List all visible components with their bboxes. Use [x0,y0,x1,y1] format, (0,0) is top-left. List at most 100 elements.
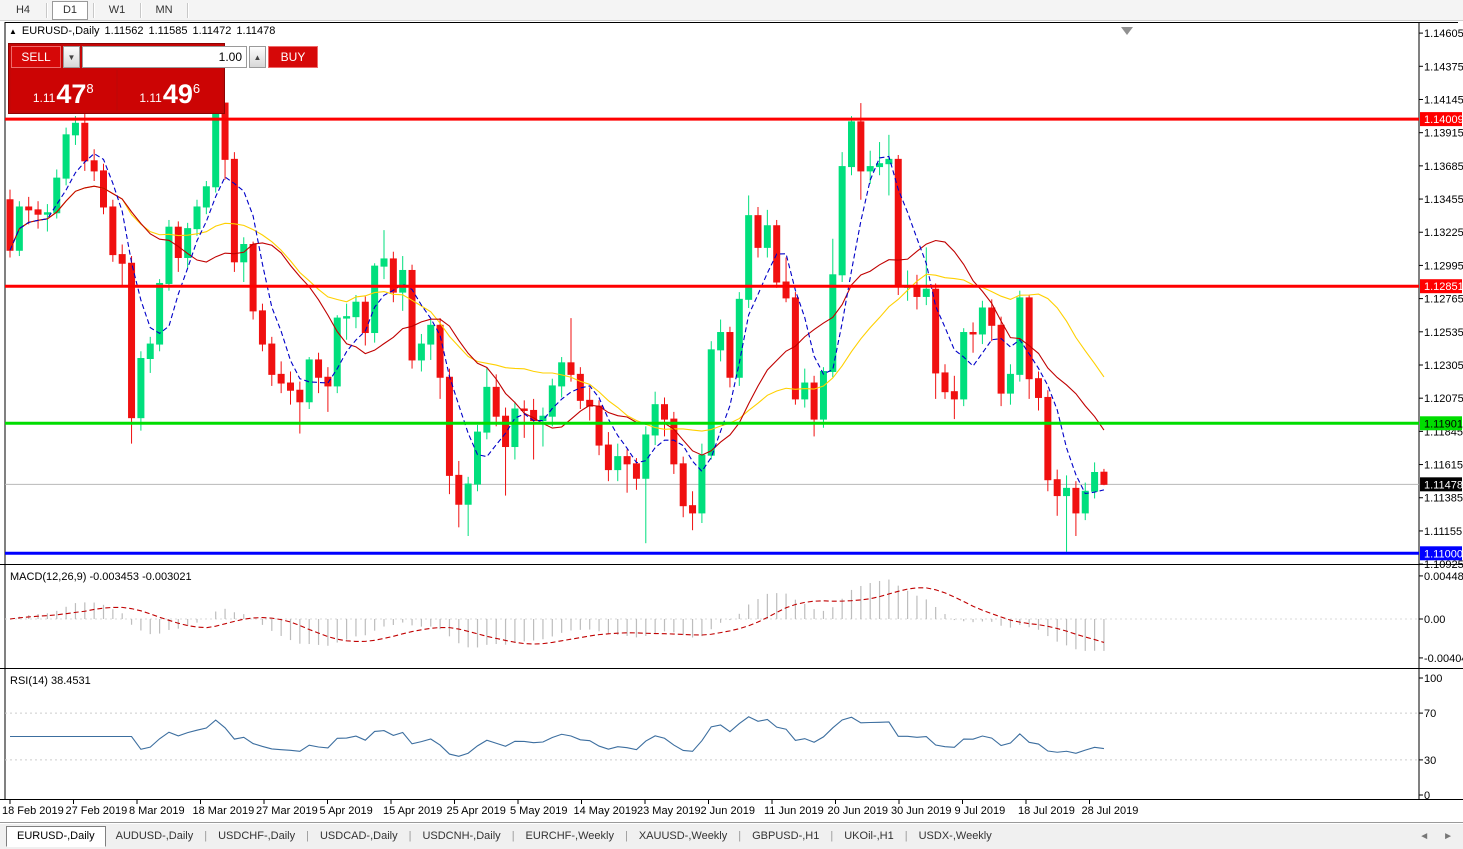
bar-low-value: 1.11472 [192,25,232,37]
candle-body [156,282,164,345]
candle-body [165,226,173,284]
chart-tab-usdcad[interactable]: USDCAD-,Daily [319,830,398,842]
collapse-triangle-icon[interactable]: ▲ [9,26,17,36]
price-tag-label: 1.11478 [1424,479,1463,491]
price-tick-label: 1.13225 [1424,227,1463,239]
time-tick-label: 18 Mar 2019 [193,805,255,817]
candle-body [595,405,603,446]
time-tick-label: 9 Jul 2019 [955,805,1006,817]
candle-body [249,244,257,312]
candle-body [230,158,238,263]
candle-body [997,324,1005,394]
candle-body [782,281,790,299]
candle-body [819,370,827,420]
candle-body [53,177,61,214]
toolbar-separator [93,2,94,18]
timeframe-button-mn[interactable]: MN [155,4,173,16]
chart-tab-xauusd[interactable]: XAUUSD-,Weekly [638,830,728,842]
candle-body [829,274,837,372]
price-tick-label: 1.14605 [1424,28,1463,40]
candle-body [586,399,594,407]
chart-tab-ukoil[interactable]: UKOil-,H1 [844,830,894,842]
sell-button[interactable]: SELL [11,46,61,68]
buy-price-tile[interactable]: 1.11 49 6 [117,70,222,111]
volume-input[interactable] [82,46,247,68]
macd-signal-line [9,587,1105,645]
chart-area[interactable]: 1.14605 1.14375 1.14145 1.13915 1.13685 1.134… [0,22,1463,822]
candle-body [90,160,98,172]
candle-body [707,349,715,456]
volume-decrease-button[interactable]: ▼ [63,46,80,68]
candle-body [502,415,510,448]
tab-scroll-right-icon[interactable]: ► [1443,830,1453,842]
candle-body [389,258,397,293]
ma-slow-line [9,185,1105,432]
chart-tab-gbpusd[interactable]: GBPUSD-,H1 [752,830,820,842]
candle-body [43,212,51,215]
sell-price-pip: 8 [86,81,94,96]
candle-body [726,332,734,378]
candle-body [1081,490,1089,514]
price-tag [1420,546,1462,561]
candle-body [146,343,154,359]
candle-body [1016,297,1024,375]
time-tick-label: 20 Jun 2019 [828,805,889,817]
candle-body [315,359,323,378]
rsi-axis-label: 100 [1424,673,1442,685]
candle-body [754,215,762,248]
candle-body [100,170,107,208]
candle-body [399,269,407,293]
time-tick-label: 18 Jul 2019 [1018,805,1075,817]
chart-tab-audusd[interactable]: AUDUSD-,Daily [115,830,194,842]
candle-body [240,244,248,263]
time-tick-label: 2 Jun 2019 [701,805,755,817]
price-tick-label: 1.12765 [1424,294,1463,306]
candle-body [268,343,276,375]
chart-tab-usdx[interactable]: USDX-,Weekly [918,830,992,842]
timeframe-button-d1[interactable]: D1 [52,0,88,20]
candle-body [1035,378,1042,398]
time-tick-label: 8 Mar 2019 [129,805,185,817]
tab-scroll-left-icon[interactable]: ◄ [1419,830,1430,842]
symbol-tab-bar: EURUSD-,Daily AUDUSD-,Daily | USDCHF-,Daily… [0,822,1463,849]
timeframe-button-w1[interactable]: W1 [108,4,126,16]
chart-tab-usdcnh[interactable]: USDCNH-,Daily [422,830,501,842]
price-chart[interactable]: 1.14605 1.14375 1.14145 1.13915 1.13685 1.134… [0,22,1463,822]
candle-body [455,474,463,505]
chart-title: ▲ EURUSD-,Daily 1.11562 1.11585 1.11472 … [9,25,275,37]
candle-body [894,158,902,287]
price-tick-label: 1.12075 [1424,393,1463,405]
candle-body [1063,487,1071,497]
time-tick-label: 5 May 2019 [510,805,567,817]
buy-button[interactable]: BUY [268,46,318,68]
candle-body [922,288,930,297]
timeframe-button-h4[interactable]: H4 [15,4,31,16]
volume-increase-button[interactable]: ▲ [249,46,266,68]
time-tick-label: 5 Apr 2019 [320,805,373,817]
candle-body [296,389,304,403]
candle-body [118,254,126,264]
candle-body [969,332,977,335]
time-tick-label: 23 May 2019 [637,805,701,817]
candle-body [464,483,472,505]
candle-body [857,121,865,172]
chart-tab-eurchf[interactable]: EURCHF-,Weekly [525,830,614,842]
buy-price-main: 49 [162,79,193,109]
price-tick-label: 1.13685 [1424,161,1463,173]
chart-tab-usdchf[interactable]: USDCHF-,Daily [218,830,296,842]
sell-price-tile[interactable]: 1.11 47 8 [11,70,116,111]
candle-body [427,324,435,345]
chart-tab-eurusd[interactable]: EURUSD-,Daily [6,825,106,847]
buy-price-pip: 6 [192,81,201,96]
macd-axis-label: 0.004481 [1424,571,1463,583]
candle-body [978,307,986,335]
price-tick-label: 1.11155 [1424,526,1462,538]
price-tick-label: 1.13915 [1424,128,1463,140]
candle-body [801,382,809,400]
rsi-line [10,716,1105,757]
bar-open-value: 1.11562 [104,25,144,37]
price-tag-label: 1.11000 [1424,548,1463,560]
sell-price-main: 47 [56,79,87,109]
price-tick-label: 1.12995 [1424,260,1463,272]
candle-body [539,415,547,422]
